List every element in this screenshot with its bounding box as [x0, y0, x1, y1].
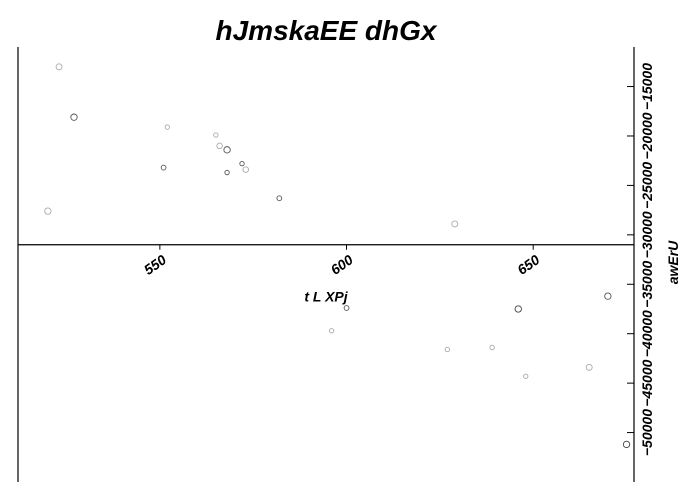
y-tick-label: −30000 — [639, 211, 655, 258]
y-tick-label: −50000 — [639, 409, 655, 456]
axes-group — [17, 47, 635, 482]
scatter-point — [216, 142, 223, 150]
scatter-point — [160, 164, 167, 171]
scatter-point — [223, 146, 231, 154]
y-ticks-group: −15000 −20000 −25000 −30000 −35000 −40000 −450… — [627, 63, 655, 456]
scatter-point — [276, 195, 283, 202]
scatter-point — [622, 440, 631, 449]
scatter-point — [444, 346, 450, 353]
scatter-point — [343, 305, 350, 311]
scatter-point — [55, 63, 63, 71]
scatter-point — [44, 207, 52, 215]
scatter-point — [328, 328, 335, 334]
scatter-point — [523, 373, 529, 379]
x-tick-label: 650 — [514, 251, 542, 278]
scatter-point — [70, 113, 78, 121]
points-group — [44, 63, 631, 449]
x-tick-label: 550 — [141, 251, 169, 278]
y-axis-label: awErU — [665, 240, 681, 284]
scatter-point — [451, 220, 459, 228]
scatter-point — [213, 132, 219, 138]
scatter-point — [514, 305, 522, 313]
y-tick-label: −40000 — [639, 310, 655, 357]
x-tick-label: 600 — [328, 251, 356, 278]
x-axis-label: t L XPj — [304, 289, 348, 305]
x-ticks-group: 550 600 650 — [141, 244, 543, 278]
y-tick-label: −25000 — [639, 162, 655, 209]
y-tick-label: −35000 — [639, 261, 655, 308]
chart-title: hJmskaEE dhGx — [216, 15, 438, 46]
scatter-point — [239, 161, 245, 167]
scatter-point — [585, 363, 593, 371]
y-tick-label: −15000 — [639, 63, 655, 110]
scatter-point — [489, 344, 495, 351]
scatter-point — [604, 292, 612, 300]
scatter-point — [224, 169, 230, 176]
y-tick-label: −20000 — [639, 112, 655, 159]
y-tick-label: −45000 — [639, 359, 655, 406]
scatter-point — [164, 124, 170, 130]
scatter-point — [242, 166, 249, 173]
